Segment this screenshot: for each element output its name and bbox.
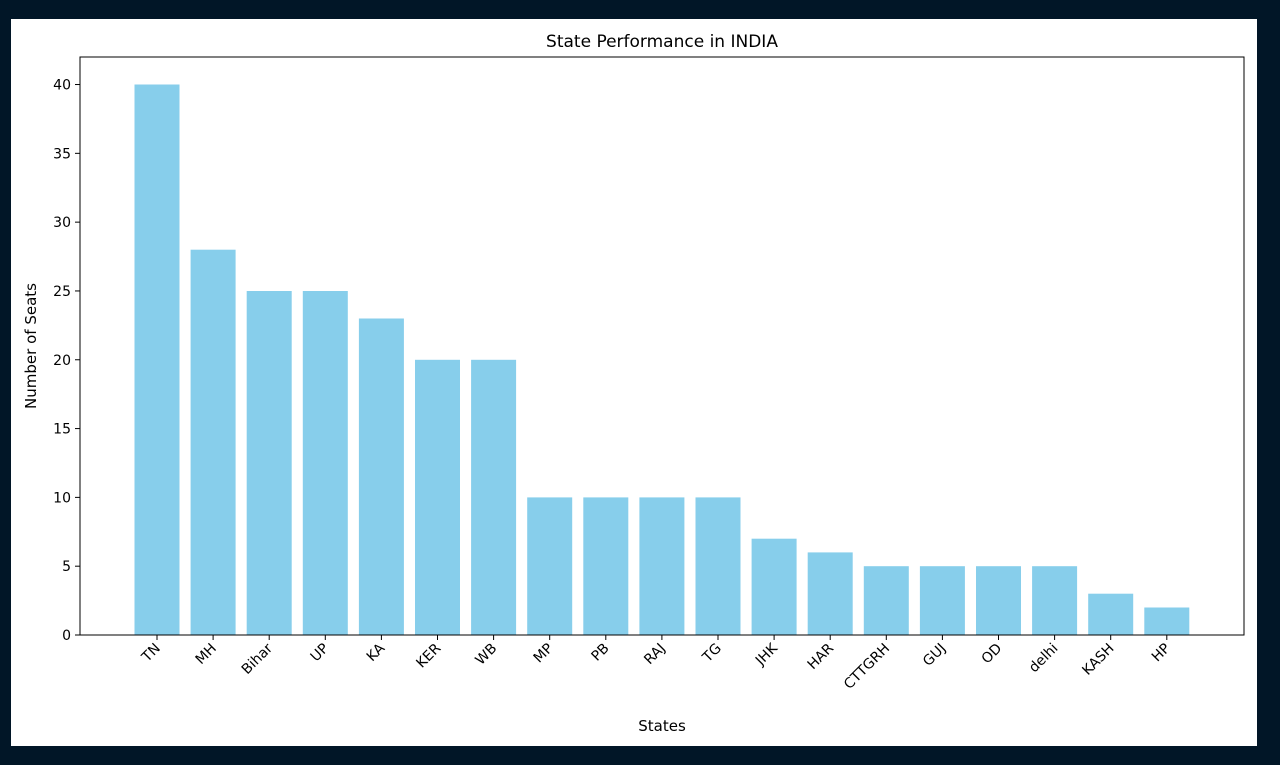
chart-figure: State Performance in INDIA 0 5 10 15 20 25 30 3…: [11, 19, 1257, 746]
x-tick-label: Bihar: [239, 640, 276, 677]
y-tick-label: 35: [53, 146, 71, 162]
bar-KA: [358, 318, 404, 635]
x-tick-label: KER: [413, 640, 444, 671]
bar-WB: [471, 359, 517, 635]
x-tick-label: OD: [979, 641, 1006, 668]
x-tick-label: TN: [138, 641, 163, 666]
plot-area-frame: [79, 56, 1245, 636]
y-tick-label: 15: [53, 422, 71, 438]
x-tick-label: TG: [699, 641, 725, 667]
x-axis-label: States: [638, 717, 686, 735]
bar-KER: [415, 359, 460, 635]
y-axis-label: Number of Seats: [22, 283, 40, 409]
bar-MP: [527, 497, 573, 635]
x-tick-label: PB: [589, 641, 613, 665]
x-tick-label: KA: [364, 640, 389, 665]
x-axis-ticks: TN MH Bihar UP KA KER WB MP PB RAJ TG JHK HAR CTTGRH G…: [138, 635, 1174, 693]
bar-OD: [976, 566, 1021, 635]
x-tick-label: KASH: [1079, 641, 1117, 679]
y-axis-ticks: 0 5 10 15 20 25 30 35 40: [53, 78, 80, 644]
bar-CTTGRH: [863, 566, 909, 635]
x-tick-label: HP: [1149, 641, 1174, 666]
bar-Bihar: [246, 291, 292, 635]
chart-title: State Performance in INDIA: [546, 32, 778, 52]
bar-GUJ: [919, 566, 965, 635]
bar-MH: [190, 249, 236, 635]
y-tick-label: 0: [62, 628, 71, 644]
y-tick-label: 30: [53, 215, 71, 231]
bar-JHK: [751, 538, 797, 635]
x-tick-label: HAR: [805, 640, 838, 673]
y-tick-label: 25: [53, 284, 71, 300]
bars-layer: [134, 84, 1190, 635]
bar-HAR: [807, 552, 853, 635]
y-tick-label: 20: [53, 353, 71, 369]
x-tick-label: GUJ: [920, 641, 949, 670]
y-tick-label: 10: [53, 490, 71, 506]
bar-delhi: [1032, 566, 1078, 635]
bar-KASH: [1088, 593, 1134, 635]
bar-TG: [695, 497, 741, 635]
bar-HP: [1144, 607, 1190, 635]
x-tick-label: CTTGRH: [841, 641, 893, 693]
x-tick-label: delhi: [1026, 641, 1061, 676]
x-tick-label: WB: [473, 641, 501, 669]
x-tick-label: MP: [531, 641, 557, 667]
bar-chart: State Performance in INDIA 0 5 10 15 20 25 30 3…: [22, 32, 1245, 735]
bar-PB: [583, 497, 629, 635]
y-tick-label: 5: [62, 559, 71, 575]
x-tick-label: RAJ: [641, 641, 668, 668]
x-tick-label: JHK: [752, 640, 781, 669]
bar-RAJ: [639, 497, 685, 635]
bar-UP: [302, 291, 348, 635]
y-tick-label: 40: [53, 78, 71, 94]
bar-TN: [134, 84, 180, 635]
x-tick-label: MH: [193, 641, 220, 668]
x-tick-label: UP: [308, 641, 333, 666]
